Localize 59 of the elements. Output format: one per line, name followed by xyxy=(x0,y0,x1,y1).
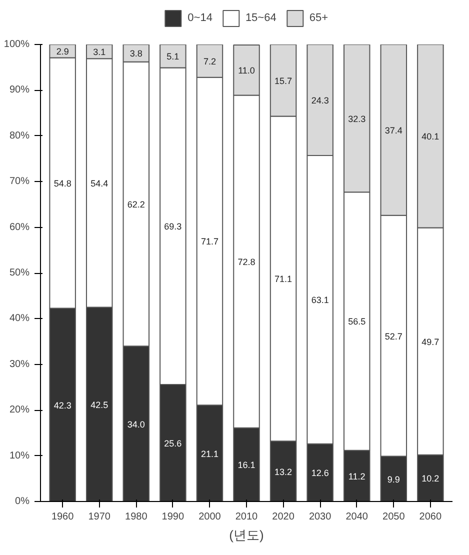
x-tick-label: 2020 xyxy=(272,512,295,522)
data-label: 34.0 xyxy=(127,419,145,430)
x-tick-label: 1960 xyxy=(51,512,74,522)
data-label: 11.0 xyxy=(238,66,255,76)
y-tick-label: 0% xyxy=(15,496,30,507)
data-label: 3.8 xyxy=(130,48,142,59)
legend-label: 65+ xyxy=(309,12,330,24)
x-tick-label: 2050 xyxy=(382,512,406,522)
data-label: 42.5 xyxy=(90,400,108,410)
data-label: 71.1 xyxy=(274,274,292,284)
x-tick-label: 2000 xyxy=(198,512,222,522)
data-label: 32.3 xyxy=(348,114,366,124)
y-tick-label: 30% xyxy=(9,358,30,370)
y-tick-label: 90% xyxy=(9,84,30,96)
y-tick-label: 20% xyxy=(9,404,30,416)
x-tick-label: 2060 xyxy=(419,512,442,522)
data-label: 15.7 xyxy=(274,76,292,86)
data-label: 40.1 xyxy=(422,132,440,142)
y-tick-label: 60% xyxy=(9,222,30,233)
data-label: 63.1 xyxy=(311,295,329,306)
data-label: 2.9 xyxy=(56,46,69,57)
y-tick-label: 70% xyxy=(9,176,30,188)
data-label: 9.9 xyxy=(387,474,400,484)
data-label: 7.2 xyxy=(203,56,216,66)
y-tick-label: 80% xyxy=(9,130,30,142)
data-label: 16.1 xyxy=(238,460,256,470)
data-label: 62.2 xyxy=(127,199,145,210)
y-tick-label: 50% xyxy=(9,268,30,278)
data-label: 56.5 xyxy=(348,316,366,327)
data-label: 12.6 xyxy=(311,468,329,478)
x-tick-label: 2030 xyxy=(308,512,332,522)
data-label: 10.2 xyxy=(422,474,440,484)
data-label: 42.3 xyxy=(54,400,72,410)
data-label: 11.2 xyxy=(348,471,366,482)
data-label: 54.4 xyxy=(90,178,108,188)
y-tick-label: 10% xyxy=(9,450,30,462)
data-label: 21.1 xyxy=(200,448,218,459)
x-axis-title: (년도) xyxy=(229,528,264,542)
y-tick-label: 100% xyxy=(4,39,30,50)
data-label: 52.7 xyxy=(384,331,402,342)
data-label: 37.4 xyxy=(384,125,402,136)
data-label: 3.1 xyxy=(93,47,106,58)
data-label: 49.7 xyxy=(422,336,440,347)
legend-label: 0~14 xyxy=(188,12,212,24)
x-tick-label: 1990 xyxy=(162,512,184,522)
x-tick-label: 2040 xyxy=(346,512,368,522)
data-label: 24.3 xyxy=(311,96,329,106)
legend-label: 15~64 xyxy=(245,12,276,24)
data-label: 69.3 xyxy=(164,222,182,232)
data-label: 71.7 xyxy=(200,236,218,247)
data-label: 13.2 xyxy=(274,466,292,477)
data-label: 54.8 xyxy=(54,178,72,188)
x-tick-label: 1970 xyxy=(88,512,111,522)
y-tick-label: 40% xyxy=(9,313,30,324)
data-label: 72.8 xyxy=(238,257,256,268)
data-label: 5.1 xyxy=(166,52,180,62)
data-label: 25.6 xyxy=(164,438,182,449)
x-tick-label: 1980 xyxy=(125,512,148,522)
x-tick-label: 2010 xyxy=(235,512,258,522)
